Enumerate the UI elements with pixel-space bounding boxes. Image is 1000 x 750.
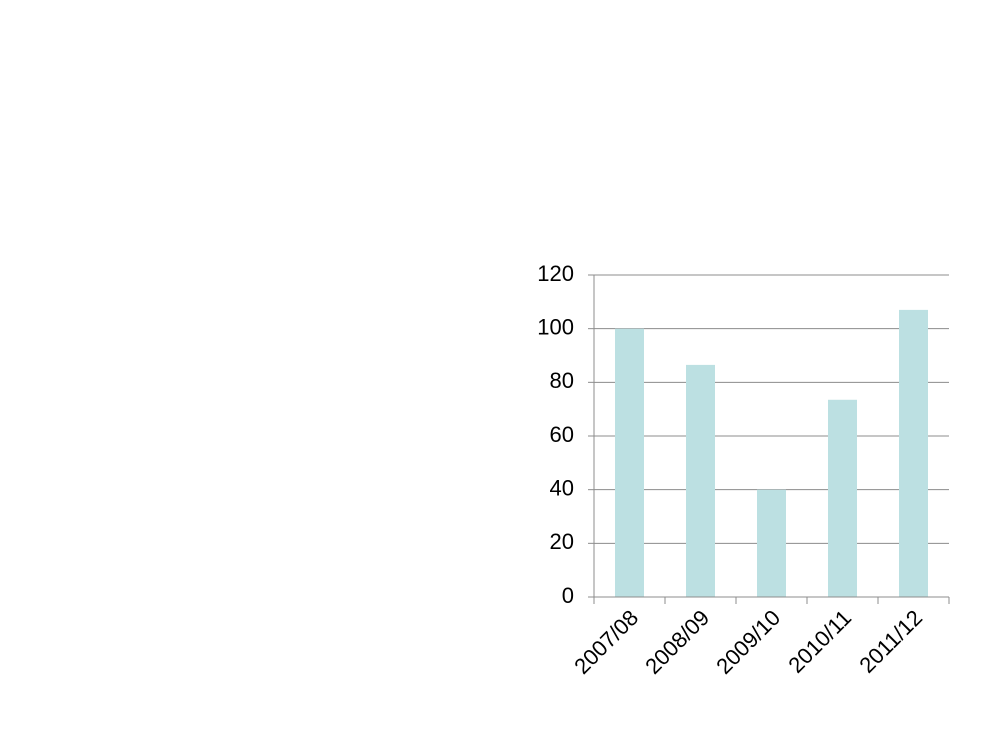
y-tick-label: 120 — [537, 261, 574, 286]
y-tick-label: 40 — [550, 475, 574, 500]
y-tick-label: 0 — [562, 583, 574, 608]
x-tick-label: 2007/08 — [569, 605, 643, 679]
x-tick-label: 2008/09 — [640, 605, 714, 679]
y-tick-label: 60 — [550, 422, 574, 447]
y-tick-label: 80 — [550, 368, 574, 393]
y-tick-label: 20 — [550, 529, 574, 554]
x-tick-label: 2011/12 — [854, 605, 927, 678]
y-tick-label: 100 — [537, 314, 574, 339]
bar — [828, 399, 857, 597]
bar — [615, 328, 644, 597]
x-tick-label: 2009/10 — [711, 605, 785, 679]
bar — [757, 489, 786, 597]
bar — [899, 309, 928, 597]
bar — [686, 364, 715, 597]
x-tick-label: 2010/11 — [783, 605, 856, 678]
